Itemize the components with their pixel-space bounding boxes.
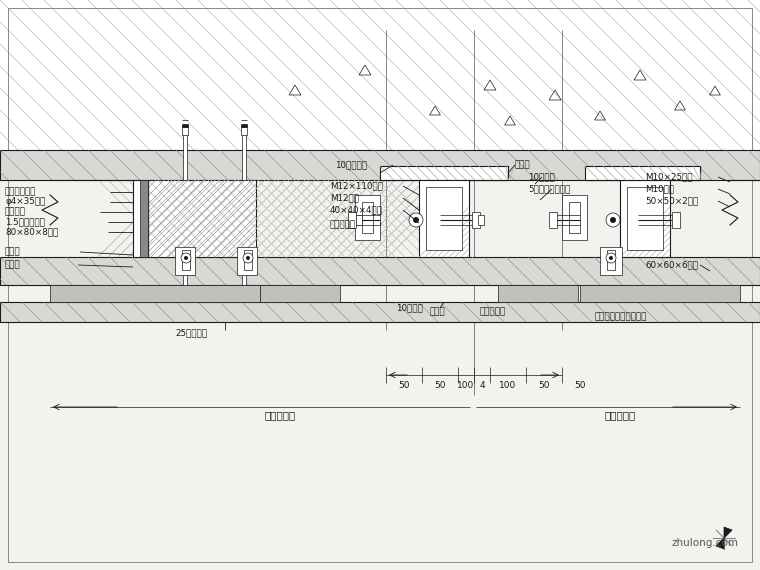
Text: 预埋件: 预埋件 [515,161,530,169]
Text: M10螺母: M10螺母 [645,185,674,193]
Bar [241,127,247,135]
Bar [498,285,578,302]
Text: 泡沫埫坡支: 泡沫埫坡支 [480,307,506,316]
Bar [183,260,187,285]
Text: φ4×35射钉: φ4×35射钉 [5,197,46,206]
Bar [0,150,760,180]
Bar [182,127,188,135]
Text: 25厚花岗石: 25厚花岗石 [175,328,207,337]
Bar [237,247,257,275]
Bar [478,215,484,225]
Circle shape [610,217,616,223]
Bar [355,195,380,240]
Text: 10厚模板: 10厚模板 [396,303,423,312]
Text: 不锈钐挂件: 不锈钐挂件 [330,221,356,230]
Bar [183,130,187,180]
Bar [356,215,362,225]
Text: 尺寸控制线: 尺寸控制线 [264,410,296,420]
Text: 100: 100 [458,381,475,389]
Text: 50×50×2埫片: 50×50×2埫片 [645,197,698,206]
Text: 50: 50 [398,381,410,389]
Text: 1.5厚防火热板: 1.5厚防火热板 [5,218,45,226]
Text: 5厚钢板转接芯套: 5厚钢板转接芯套 [528,185,570,193]
Circle shape [243,253,253,263]
Text: 缝胶胶: 缝胶胶 [430,307,446,316]
Bar [244,250,252,270]
Circle shape [609,256,613,260]
Bar [241,124,247,127]
Bar [0,302,760,322]
Circle shape [606,213,620,227]
Text: 50: 50 [434,381,446,389]
Bar [426,187,462,250]
Bar [607,250,615,270]
Text: 10号槽钙: 10号槽钙 [528,173,555,181]
Bar [620,180,670,257]
Bar [600,247,622,275]
Circle shape [409,213,423,227]
Bar [0,0,760,150]
Text: 防火岩檉: 防火岩檉 [5,207,26,217]
Text: M12螺母: M12螺母 [330,193,359,202]
Bar [562,195,587,240]
Bar [627,187,663,250]
Bar [133,180,148,257]
Bar [348,212,356,228]
Text: 防火胶: 防火胶 [5,260,21,270]
Text: 50: 50 [575,381,586,389]
Bar [549,212,557,228]
Circle shape [184,256,188,260]
Bar [140,180,148,257]
Polygon shape [716,538,724,549]
Text: 环氧树脂石材缝密封胶: 环氧树脂石材缝密封胶 [595,312,648,321]
Bar [569,202,580,233]
Bar [672,212,680,228]
Bar [181,258,189,270]
Text: 80×80×8角钟: 80×80×8角钟 [5,227,59,237]
Text: 土建结构边线: 土建结构边线 [5,188,36,197]
Text: 拉销钉: 拉销钉 [5,247,21,256]
Circle shape [181,253,191,263]
Bar [182,124,188,127]
Bar [580,285,740,302]
Bar [240,258,248,270]
Bar [362,202,373,233]
Bar [0,257,760,285]
Text: zhulong.com: zhulong.com [672,538,739,548]
Bar [472,212,480,228]
Bar [380,166,508,180]
Bar [242,260,246,285]
Bar [182,250,190,270]
Text: 4: 4 [480,381,485,389]
Circle shape [413,217,419,223]
Bar [148,180,256,257]
Text: M10×25螺位: M10×25螺位 [645,173,692,181]
Bar [585,166,700,180]
Text: 50: 50 [538,381,549,389]
Circle shape [246,256,250,260]
Bar [419,180,469,257]
Bar [50,285,260,302]
Text: M12×110膨舀: M12×110膨舀 [330,181,383,190]
Text: 10厚连接件: 10厚连接件 [335,161,367,169]
Text: 60×60×6角钟: 60×60×6角钟 [645,260,698,270]
Bar [260,285,340,302]
Text: 100: 100 [499,381,517,389]
Bar [242,130,246,180]
Circle shape [606,253,616,263]
Text: 尺寸控制线: 尺寸控制线 [604,410,635,420]
Bar [175,247,195,275]
Text: 40×40×4埫片: 40×40×4埫片 [330,206,383,214]
Polygon shape [724,527,732,538]
